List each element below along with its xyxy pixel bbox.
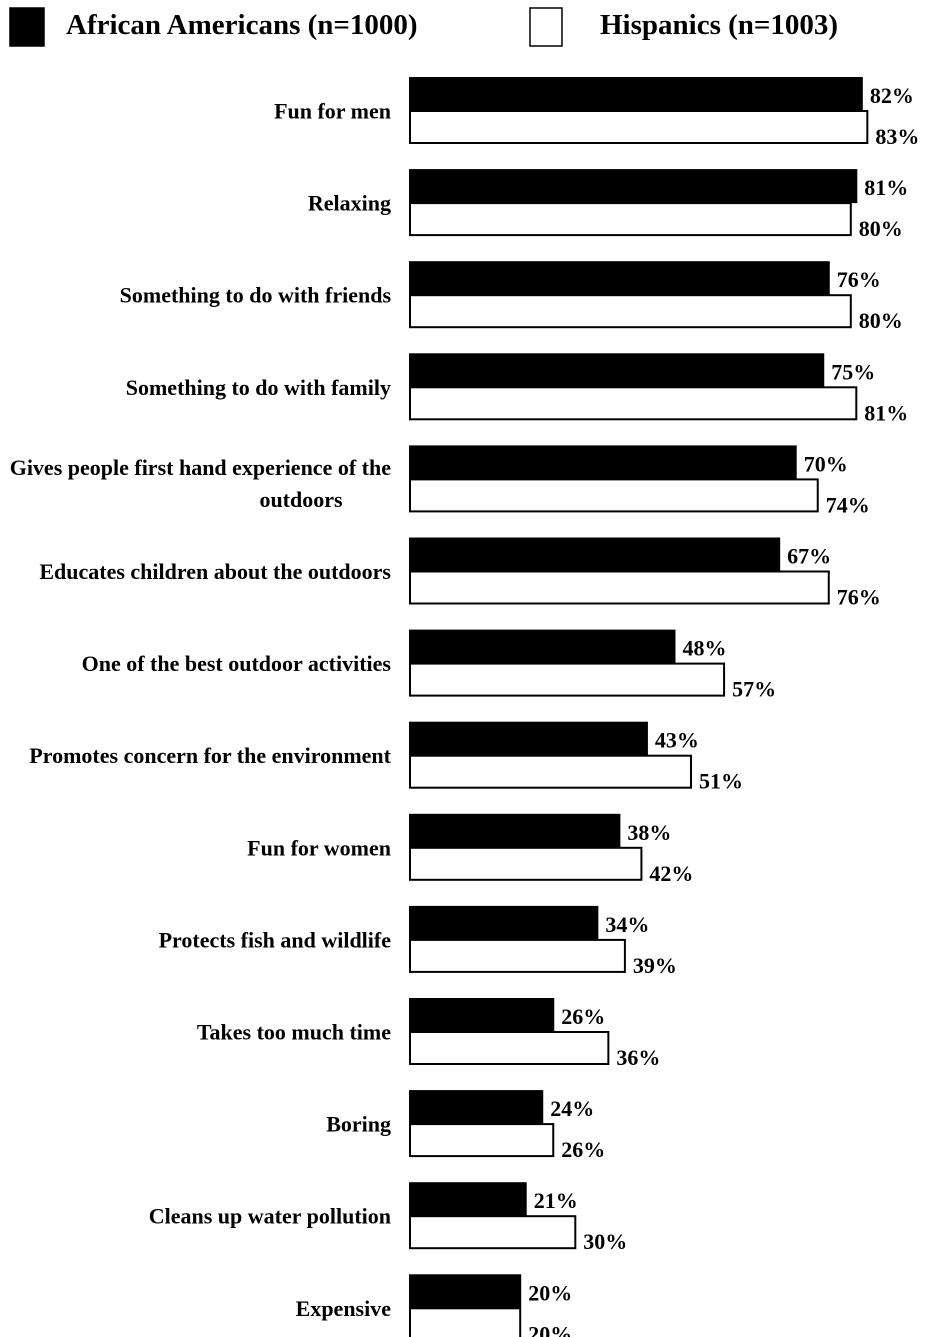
category-label-expensive: Expensive xyxy=(296,1296,392,1321)
value-label-something-to-do-with-family-hispanics-n-1003: 81% xyxy=(864,400,908,425)
bar-fun-for-men-hispanics-n-1003 xyxy=(409,110,869,144)
value-label-fun-for-men-african-americans-n-1000: 82% xyxy=(870,83,914,108)
value-label-gives-people-first-hand-experience-of-the-outdoors-african-americans-n-1000: 70% xyxy=(804,451,848,476)
category-label-one-of-the-best-outdoor-activities: One of the best outdoor activities xyxy=(82,651,392,676)
bar-promotes-concern-for-the-environment-african-americans-n-1000 xyxy=(409,721,648,756)
bars xyxy=(409,77,869,1337)
bar-fun-for-men-african-americans-n-1000 xyxy=(409,77,863,111)
value-label-fun-for-women-african-americans-n-1000: 38% xyxy=(627,820,671,845)
bar-takes-too-much-time-hispanics-n-1003 xyxy=(409,1031,610,1065)
bar-something-to-do-with-family-african-americans-n-1000 xyxy=(409,353,825,388)
bar-one-of-the-best-outdoor-activities-african-americans-n-1000 xyxy=(409,629,676,664)
value-label-something-to-do-with-family-african-americans-n-1000: 75% xyxy=(831,359,875,384)
bar-relaxing-hispanics-n-1003 xyxy=(409,202,852,237)
bar-protects-fish-and-wildlife-hispanics-n-1003 xyxy=(409,938,626,973)
category-label-relaxing: Relaxing xyxy=(308,191,391,216)
bar-educates-children-about-the-outdoors-hispanics-n-1003 xyxy=(409,570,830,605)
bar-expensive-african-americans-n-1000 xyxy=(409,1274,522,1309)
bar-fun-for-women-hispanics-n-1003 xyxy=(409,846,643,881)
value-label-gives-people-first-hand-experience-of-the-outdoors-hispanics-n-1003: 74% xyxy=(826,492,870,517)
category-label-boring: Boring xyxy=(326,1112,391,1137)
bar-boring-african-americans-n-1000 xyxy=(409,1090,544,1125)
bar-cleans-up-water-pollution-african-americans-n-1000 xyxy=(409,1182,527,1217)
value-label-something-to-do-with-friends-hispanics-n-1003: 80% xyxy=(859,308,903,333)
legend-label-hispanics-n-1003: Hispanics (n=1003) xyxy=(600,9,838,41)
value-label-takes-too-much-time-hispanics-n-1003: 36% xyxy=(616,1045,660,1070)
value-label-something-to-do-with-friends-african-americans-n-1000: 76% xyxy=(837,267,881,292)
value-label-educates-children-about-the-outdoors-african-americans-n-1000: 67% xyxy=(787,544,831,569)
value-label-educates-children-about-the-outdoors-hispanics-n-1003: 76% xyxy=(837,585,881,610)
value-label-cleans-up-water-pollution-african-americans-n-1000: 21% xyxy=(534,1188,578,1213)
category-label-something-to-do-with-friends: Something to do with friends xyxy=(120,283,392,308)
category-label-something-to-do-with-family: Something to do with family xyxy=(126,375,391,400)
value-label-expensive-african-americans-n-1000: 20% xyxy=(528,1280,572,1305)
value-label-promotes-concern-for-the-environment-african-americans-n-1000: 43% xyxy=(655,728,699,753)
bar-gives-people-first-hand-experience-of-the-outdoors-hispanics-n-1003 xyxy=(409,478,819,513)
value-label-fun-for-women-hispanics-n-1003: 42% xyxy=(649,861,693,886)
value-label-cleans-up-water-pollution-hispanics-n-1003: 30% xyxy=(583,1229,627,1254)
bar-promotes-concern-for-the-environment-hispanics-n-1003 xyxy=(409,754,693,789)
value-label-relaxing-hispanics-n-1003: 80% xyxy=(859,216,903,241)
bar-something-to-do-with-friends-hispanics-n-1003 xyxy=(409,294,852,329)
category-label-promotes-concern-for-the-environment: Promotes concern for the environment xyxy=(29,743,391,768)
value-label-boring-hispanics-n-1003: 26% xyxy=(561,1137,605,1162)
value-label-takes-too-much-time-african-americans-n-1000: 26% xyxy=(561,1004,605,1029)
value-label-protects-fish-and-wildlife-african-americans-n-1000: 34% xyxy=(605,912,649,937)
value-label-promotes-concern-for-the-environment-hispanics-n-1003: 51% xyxy=(699,769,743,794)
legend-swatch-hispanics-n-1003 xyxy=(529,7,563,47)
value-label-protects-fish-and-wildlife-hispanics-n-1003: 39% xyxy=(633,953,677,978)
value-labels: 82%83%81%80%76%80%75%81%70%74%67%76%48%5… xyxy=(528,83,919,1337)
legend: African Americans (n=1000) Hispanics (n=1… xyxy=(9,7,838,47)
legend-label-african-americans-n-1000: African Americans (n=1000) xyxy=(66,9,418,41)
value-label-one-of-the-best-outdoor-activities-african-americans-n-1000: 48% xyxy=(682,636,726,661)
bar-expensive-hispanics-n-1003 xyxy=(409,1307,522,1337)
bar-one-of-the-best-outdoor-activities-hispanics-n-1003 xyxy=(409,662,726,697)
bar-cleans-up-water-pollution-hispanics-n-1003 xyxy=(409,1215,577,1250)
bar-takes-too-much-time-african-americans-n-1000 xyxy=(409,998,555,1032)
category-label-protects-fish-and-wildlife: Protects fish and wildlife xyxy=(159,927,392,952)
bar-relaxing-african-americans-n-1000 xyxy=(409,169,858,204)
bar-fun-for-women-african-americans-n-1000 xyxy=(409,813,621,848)
category-label-takes-too-much-time: Takes too much time xyxy=(197,1020,391,1045)
category-label-educates-children-about-the-outdoors: Educates children about the outdoors xyxy=(39,559,391,584)
value-label-one-of-the-best-outdoor-activities-hispanics-n-1003: 57% xyxy=(732,677,776,702)
bar-something-to-do-with-friends-african-americans-n-1000 xyxy=(409,261,830,296)
category-labels: Fun for men Relaxing Something to do with … xyxy=(10,99,392,1321)
category-label-fun-for-women: Fun for women xyxy=(247,835,391,860)
value-label-expensive-hispanics-n-1003: 20% xyxy=(528,1321,572,1337)
legend-swatch-african-americans-n-1000 xyxy=(9,7,45,47)
value-label-fun-for-men-hispanics-n-1003: 83% xyxy=(875,124,919,149)
bar-boring-hispanics-n-1003 xyxy=(409,1123,555,1158)
value-label-relaxing-african-americans-n-1000: 81% xyxy=(864,175,908,200)
bar-protects-fish-and-wildlife-african-americans-n-1000 xyxy=(409,905,599,940)
bar-something-to-do-with-family-hispanics-n-1003 xyxy=(409,386,858,421)
value-label-boring-african-americans-n-1000: 24% xyxy=(550,1096,594,1121)
category-label-gives-people-first-hand-experience-of-the-outdoors: Gives people first hand experience of th… xyxy=(10,455,392,512)
bar-educates-children-about-the-outdoors-african-americans-n-1000 xyxy=(409,537,781,572)
bar-gives-people-first-hand-experience-of-the-outdoors-african-americans-n-1000 xyxy=(409,445,797,480)
category-label-fun-for-men: Fun for men xyxy=(274,99,391,124)
category-label-cleans-up-water-pollution: Cleans up water pollution xyxy=(149,1204,391,1229)
